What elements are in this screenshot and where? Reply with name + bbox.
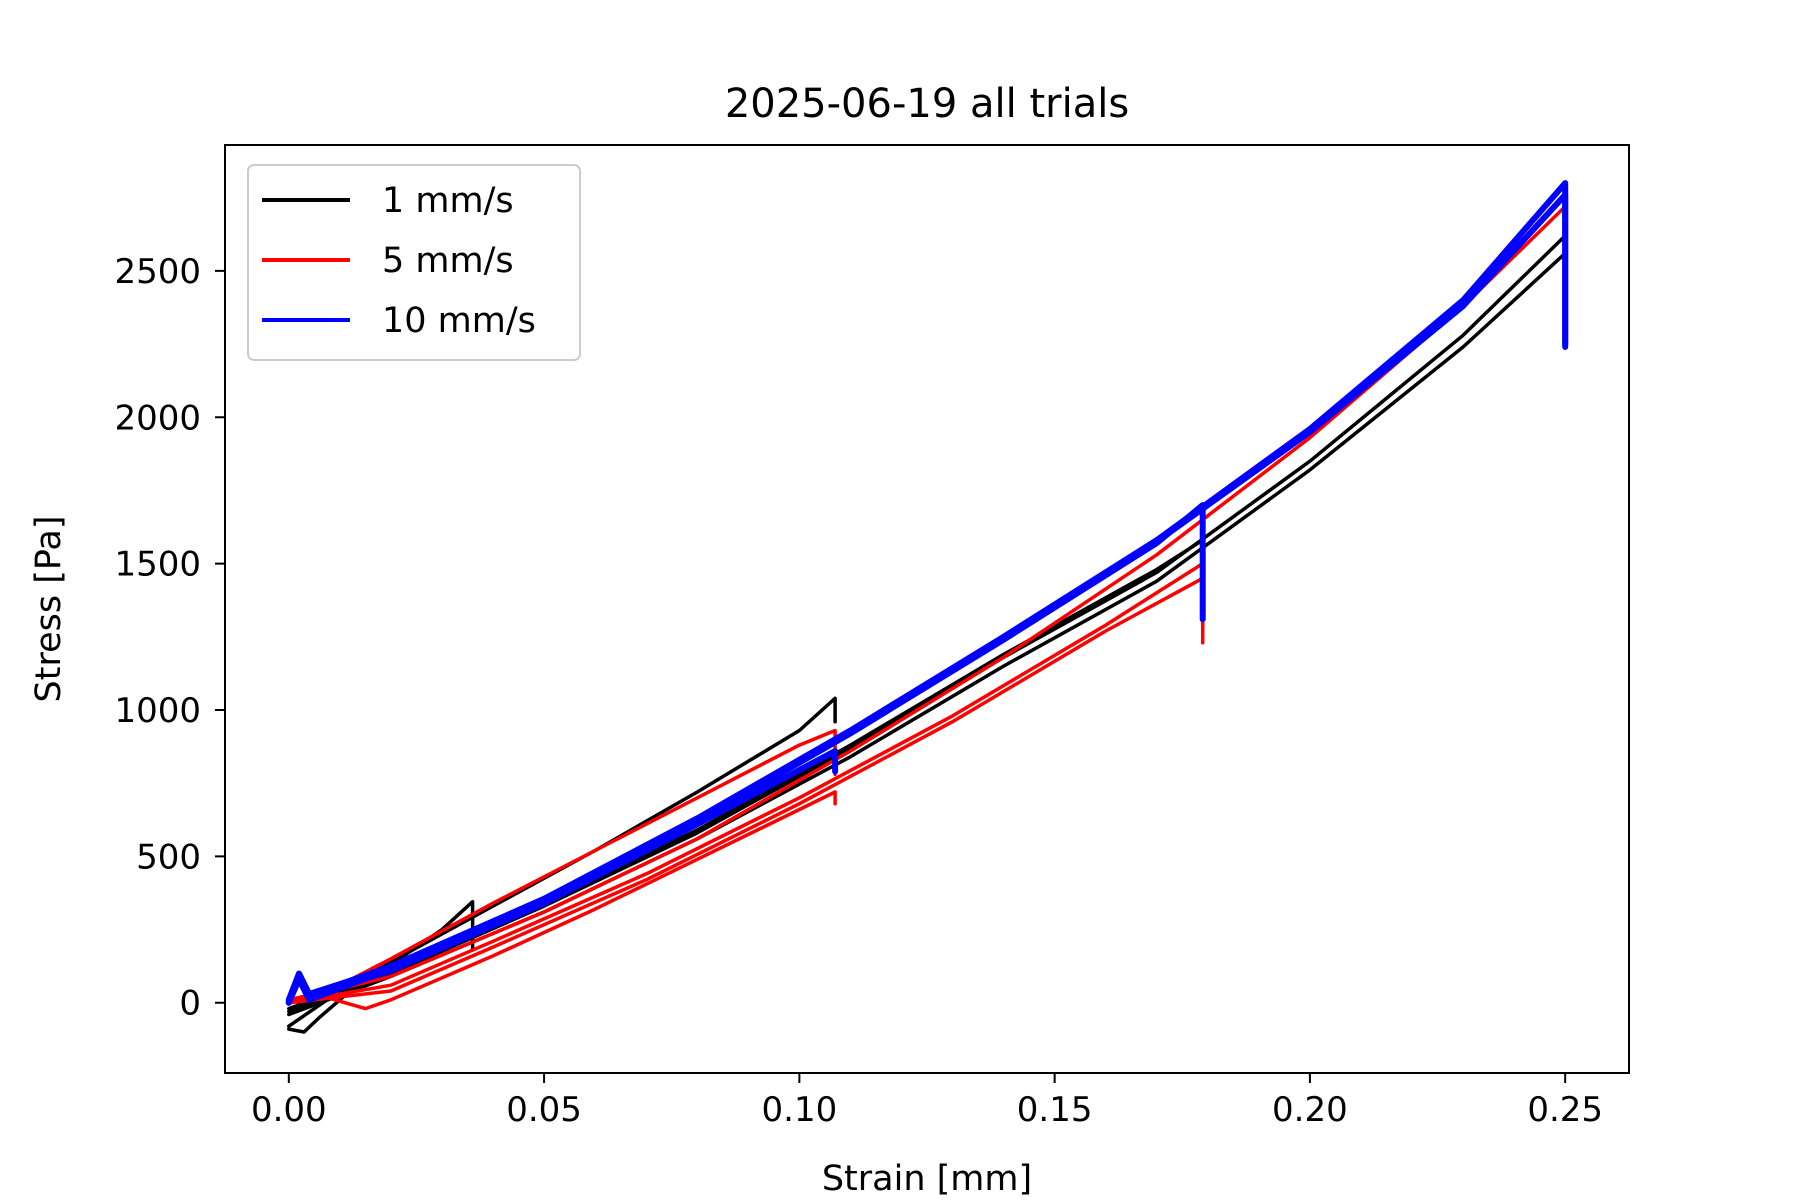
legend-label-1: 1 mm/s [382,181,514,221]
y-axis-label: Stress [Pa] [29,516,69,703]
legend-label-3: 10 mm/s [382,301,536,341]
x-tick-label: 0.00 [251,1090,327,1130]
x-tick-label: 0.20 [1272,1090,1348,1130]
y-tick-label: 500 [136,837,201,877]
series-2-trial-2-line [287,790,837,1011]
x-tick-label: 0.25 [1527,1090,1603,1130]
y-axis: 0 500 1000 1500 2000 2500 [114,252,225,1024]
series-2-trial-4-line [287,576,1205,1005]
series-3-trial-4-line [285,191,1569,1006]
legend: 1 mm/s 5 mm/s 10 mm/s [247,164,581,361]
y-tick-label: 1500 [114,545,201,585]
legend-box [247,164,581,361]
y-tick-label: 2500 [114,252,201,292]
plot-frame [224,144,1630,1074]
y-tick-label: 0 [179,984,201,1024]
series-1-trial-5-line [287,251,1567,1017]
chart-title: 2025-06-19 all trials [725,81,1129,127]
x-tick-label: 0.05 [506,1090,582,1130]
plot-area [224,144,1630,1074]
x-axis-label: Strain [mm] [822,1159,1032,1199]
legend-label-2: 5 mm/s [382,241,514,281]
series-2-trial-3-line [287,561,1205,1002]
y-tick-label: 2000 [114,398,201,438]
series-3-trial-2-line [285,502,1206,1003]
x-tick-label: 0.10 [762,1090,838,1130]
x-axis: 0.00 0.05 0.10 0.15 0.20 0.25 [251,1073,1603,1130]
y-tick-label: 1000 [114,691,201,731]
series-2-trial-1-line [287,728,837,1005]
x-tick-label: 0.15 [1017,1090,1093,1130]
series-layer [285,180,1569,1034]
